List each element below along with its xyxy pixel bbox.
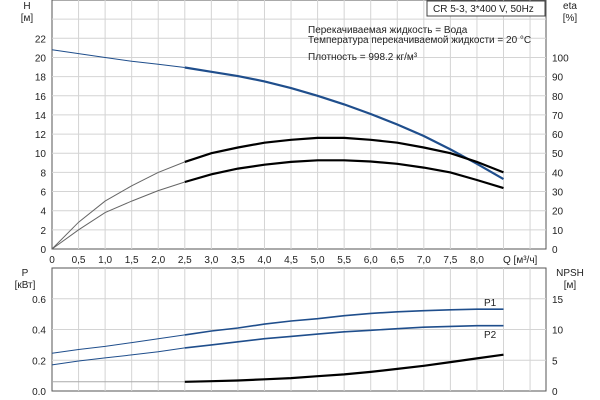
p-axis-label: P — [22, 268, 29, 279]
chart-title: CR 5-3, 3*400 V, 50Hz — [433, 4, 534, 15]
title-box — [426, 0, 546, 17]
series-line-h-0 — [184, 66, 505, 181]
series-line-thin-eta-1 — [51, 161, 185, 250]
y2-tick-label: 10 — [552, 226, 564, 237]
h-axis-unit: [м] — [21, 13, 34, 24]
series-line-thin-h-0 — [51, 49, 185, 68]
y2-tick-label: 100 — [552, 53, 569, 64]
y-tick-label: 14 — [35, 111, 47, 122]
series-line-eta-1 — [184, 136, 504, 174]
y-tick-label: 16 — [35, 92, 47, 103]
npsh-axis-unit: [м] — [564, 280, 577, 291]
x-tick-label: 4,0 — [258, 255, 272, 266]
x-tick-label: 3,5 — [231, 255, 245, 266]
y-tick-label: 0.6 — [32, 295, 46, 306]
y-tick-label: 0.4 — [32, 326, 46, 337]
y-tick-label: 0 — [40, 245, 46, 256]
y2-tick-label: 60 — [552, 130, 564, 141]
series-line-npsh-2 — [184, 353, 504, 383]
eta-axis-label: eta — [563, 1, 577, 12]
x-axis-label: Q [м³/ч] — [503, 255, 538, 266]
y2-tick-label: 20 — [552, 207, 564, 218]
h-axis-label: H — [23, 1, 30, 12]
y2-tick-label: 80 — [552, 92, 564, 103]
x-tick-label: 1,5 — [125, 255, 139, 266]
y2-tick-label: 5 — [552, 356, 558, 367]
y-tick-label: 18 — [35, 73, 47, 84]
y-tick-label: 20 — [35, 53, 47, 64]
x-tick-label: 2,0 — [151, 255, 165, 266]
y2-tick-label: 0 — [552, 387, 558, 398]
x-tick-label: 5,0 — [311, 255, 325, 266]
y2-tick-label: 15 — [552, 295, 564, 306]
y2-tick-label: 30 — [552, 188, 564, 199]
x-tick-label: 7,0 — [417, 255, 431, 266]
eta-axis-unit: [%] — [563, 13, 578, 24]
y-tick-label: 2 — [40, 226, 46, 237]
annotation-fluid: Перекачиваемая жидкость = Вода — [308, 25, 468, 36]
series-line-thin-eta-2 — [51, 181, 185, 250]
x-tick-label: 7,5 — [443, 255, 457, 266]
x-tick-label: 6,0 — [364, 255, 378, 266]
x-tick-label: 3,0 — [204, 255, 218, 266]
y-tick-label: 4 — [40, 207, 46, 218]
y-tick-label: 8 — [40, 168, 46, 179]
series-line-thin-p1 — [51, 334, 185, 354]
y2-tick-label: 40 — [552, 168, 564, 179]
y2-tick-label: 70 — [552, 111, 564, 122]
legend-p1: P1 — [484, 298, 497, 309]
y2-tick-label: 90 — [552, 73, 564, 84]
npsh-axis-label: NPSH — [556, 268, 584, 279]
series-line-eta-2 — [184, 159, 504, 190]
x-tick-label: 6,5 — [390, 255, 404, 266]
x-tick-label: 8,0 — [470, 255, 484, 266]
y2-tick-label: 10 — [552, 326, 564, 337]
y-tick-label: 0.0 — [32, 387, 46, 398]
y-tick-label: 12 — [35, 130, 47, 141]
annotation-density: Плотность = 998.2 кг/м³ — [308, 52, 418, 63]
p-axis-unit: [кВт] — [15, 280, 36, 291]
y2-tick-label: 0 — [552, 245, 558, 256]
y-tick-label: 22 — [35, 34, 47, 45]
annotation-temperature: Температура перекачиваемой жидкости = 20… — [308, 35, 531, 46]
x-tick-label: 1,0 — [98, 255, 112, 266]
y-tick-label: 10 — [35, 149, 47, 160]
legend-p2: P2 — [484, 330, 497, 341]
y-tick-label: 0.2 — [32, 356, 46, 367]
x-tick-label: 0,5 — [72, 255, 86, 266]
y2-tick-label: 50 — [552, 149, 564, 160]
plot-area — [51, 0, 547, 250]
x-tick-label: 4,5 — [284, 255, 298, 266]
x-tick-label: 0 — [49, 255, 55, 266]
x-tick-label: 2,5 — [178, 255, 192, 266]
y-tick-label: 6 — [40, 188, 46, 199]
x-tick-label: 5,5 — [337, 255, 351, 266]
series-line-p2 — [184, 324, 504, 349]
series-line-p1 — [184, 308, 504, 336]
series-line-thin-p2 — [51, 347, 185, 366]
